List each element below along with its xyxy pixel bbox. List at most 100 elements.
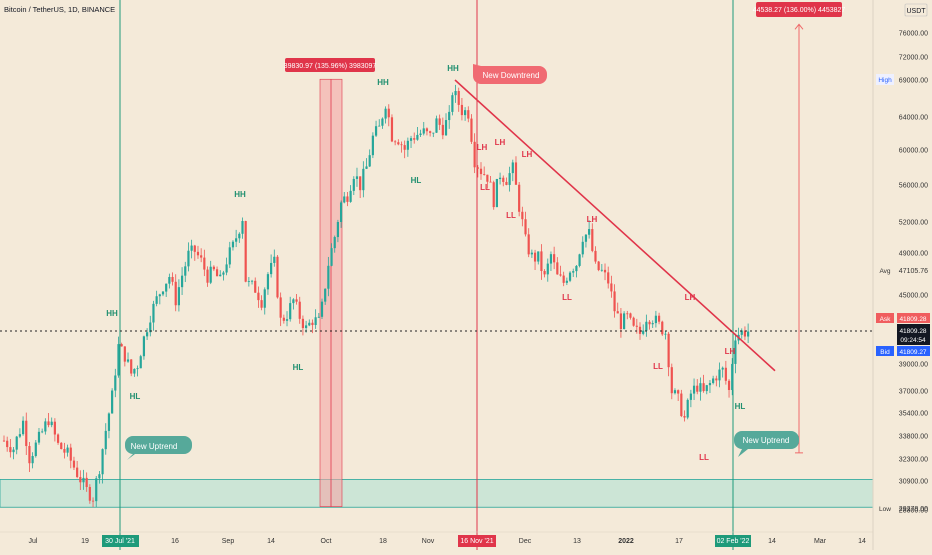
candle-body bbox=[158, 294, 161, 297]
downtrend-line[interactable] bbox=[454, 79, 776, 372]
candle-body bbox=[66, 447, 69, 453]
candle-body bbox=[692, 385, 696, 394]
candle-body bbox=[136, 368, 139, 370]
candle-body bbox=[330, 248, 333, 266]
candle-body bbox=[72, 460, 76, 468]
candle-body bbox=[581, 241, 584, 255]
swing-label: HH bbox=[106, 309, 118, 318]
candle-body bbox=[305, 325, 308, 329]
candle-body bbox=[289, 303, 292, 320]
callout-new-uptrend-right[interactable] bbox=[734, 431, 799, 457]
candle-body bbox=[101, 449, 104, 475]
candle-body bbox=[111, 390, 114, 414]
avg-label: Avg bbox=[879, 268, 890, 275]
callout-new-uptrend-left[interactable] bbox=[125, 436, 192, 460]
bid-label: Bid bbox=[880, 349, 890, 356]
time-marker-green bbox=[102, 535, 139, 547]
swing-label: LH bbox=[495, 138, 506, 147]
callout-new-downtrend[interactable] bbox=[473, 64, 547, 84]
candle-body bbox=[476, 167, 479, 169]
candle-body bbox=[460, 104, 464, 116]
candle-body bbox=[514, 162, 518, 185]
candle-body bbox=[263, 289, 266, 308]
candle-body bbox=[85, 477, 88, 488]
ask-marker bbox=[876, 313, 894, 323]
candle-body bbox=[79, 477, 82, 483]
candle-body bbox=[371, 135, 374, 156]
price-axis[interactable]: 8 USDT 76000.0072000.0069000.0064000.006… bbox=[872, 0, 932, 550]
candle-body bbox=[572, 271, 575, 273]
candle-body bbox=[98, 474, 101, 479]
currency-label: USDT bbox=[906, 8, 926, 15]
candle-body bbox=[349, 190, 352, 202]
candle-body bbox=[696, 385, 699, 392]
candle-body bbox=[276, 256, 279, 298]
candle-body bbox=[6, 440, 9, 448]
candle-body bbox=[209, 266, 212, 283]
bid-marker bbox=[876, 346, 894, 356]
candle-body bbox=[575, 265, 578, 272]
price-tick: 60000.00 bbox=[899, 148, 928, 155]
candle-body bbox=[464, 110, 467, 116]
candle-body bbox=[638, 326, 642, 334]
candle-body bbox=[174, 281, 177, 306]
candle-body bbox=[543, 271, 546, 275]
candle-body bbox=[279, 297, 282, 318]
candle-body bbox=[196, 251, 200, 256]
measure-label: 44538.27 (136.00%) 4453827 bbox=[753, 7, 846, 14]
candle-body bbox=[565, 280, 568, 283]
swing-label: LL bbox=[506, 211, 516, 220]
price-tick: 69000.00 bbox=[899, 78, 928, 85]
candle-body bbox=[483, 174, 486, 175]
time-tick: 14 bbox=[858, 538, 866, 545]
candle-body bbox=[250, 280, 254, 282]
candle-body bbox=[479, 168, 483, 175]
price-tick: 52000.00 bbox=[899, 220, 928, 227]
candle-body bbox=[397, 142, 400, 145]
callout-text: New Uptrend bbox=[743, 436, 790, 445]
candle-body bbox=[495, 179, 498, 208]
candle-body bbox=[400, 144, 403, 146]
candle-body bbox=[702, 383, 705, 392]
candle-body bbox=[626, 313, 629, 315]
candle-body bbox=[82, 477, 85, 483]
price-tick: 39000.00 bbox=[899, 362, 928, 369]
candle-body bbox=[537, 251, 540, 262]
candle-body bbox=[406, 140, 409, 150]
time-axis[interactable]: Jul 19 30 Jul '21 16 Sep 14 Oct 18 Nov 1… bbox=[0, 531, 873, 547]
candle-body bbox=[311, 322, 314, 326]
swing-label: LL bbox=[562, 293, 572, 302]
candle-body bbox=[727, 380, 731, 391]
candle-body bbox=[632, 317, 635, 326]
price-tick: 72000.00 bbox=[899, 55, 928, 62]
candle-body bbox=[470, 118, 473, 142]
time-tick: Mar bbox=[814, 538, 827, 545]
candle-body bbox=[219, 274, 222, 277]
candle-body bbox=[336, 221, 339, 238]
ask-label: Ask bbox=[880, 316, 892, 323]
candle-body bbox=[568, 272, 572, 281]
candle-body bbox=[508, 173, 511, 185]
swing-label: LH bbox=[587, 215, 598, 224]
candle-body bbox=[107, 413, 111, 431]
callout-text: New Downtrend bbox=[483, 71, 540, 80]
candle-body bbox=[2, 440, 6, 442]
swing-label: HL bbox=[735, 402, 746, 411]
time-tick: Jul bbox=[29, 538, 38, 545]
candle-body bbox=[206, 269, 209, 283]
candle-body bbox=[308, 322, 311, 326]
candle-body bbox=[247, 280, 250, 282]
candle-body bbox=[731, 363, 734, 391]
time-tick: 13 bbox=[573, 538, 581, 545]
currency-button[interactable] bbox=[904, 3, 928, 17]
candle-body bbox=[511, 162, 514, 174]
candle-body bbox=[359, 176, 362, 191]
candle-body bbox=[355, 176, 359, 179]
support-zone[interactable] bbox=[0, 479, 874, 508]
candle-body bbox=[712, 378, 715, 384]
swing-label: LL bbox=[699, 453, 709, 462]
candle-body bbox=[435, 118, 438, 133]
